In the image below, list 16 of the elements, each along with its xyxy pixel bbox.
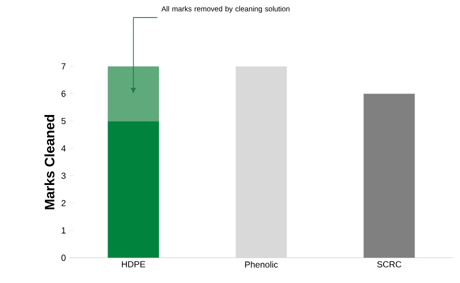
x-tick-label: HDPE <box>122 261 146 268</box>
y-tick-label: 5 <box>61 118 66 124</box>
bar <box>108 66 159 122</box>
y-axis-title: Marks Cleaned <box>44 114 54 210</box>
y-tick-label: 6 <box>62 90 66 97</box>
x-tick-label: Phenolic <box>245 261 278 268</box>
y-tick-label: 4 <box>61 145 66 152</box>
bar <box>364 94 415 258</box>
bar <box>108 121 159 258</box>
y-tick-label: 2 <box>62 200 66 206</box>
y-tick-label: 3 <box>61 172 66 179</box>
x-tick-label: SCRC <box>377 261 402 268</box>
y-tick-label: 7 <box>62 63 66 70</box>
bar <box>236 66 287 258</box>
y-tick-label: 1 <box>62 227 66 234</box>
y-tick-label: 0 <box>61 254 66 261</box>
